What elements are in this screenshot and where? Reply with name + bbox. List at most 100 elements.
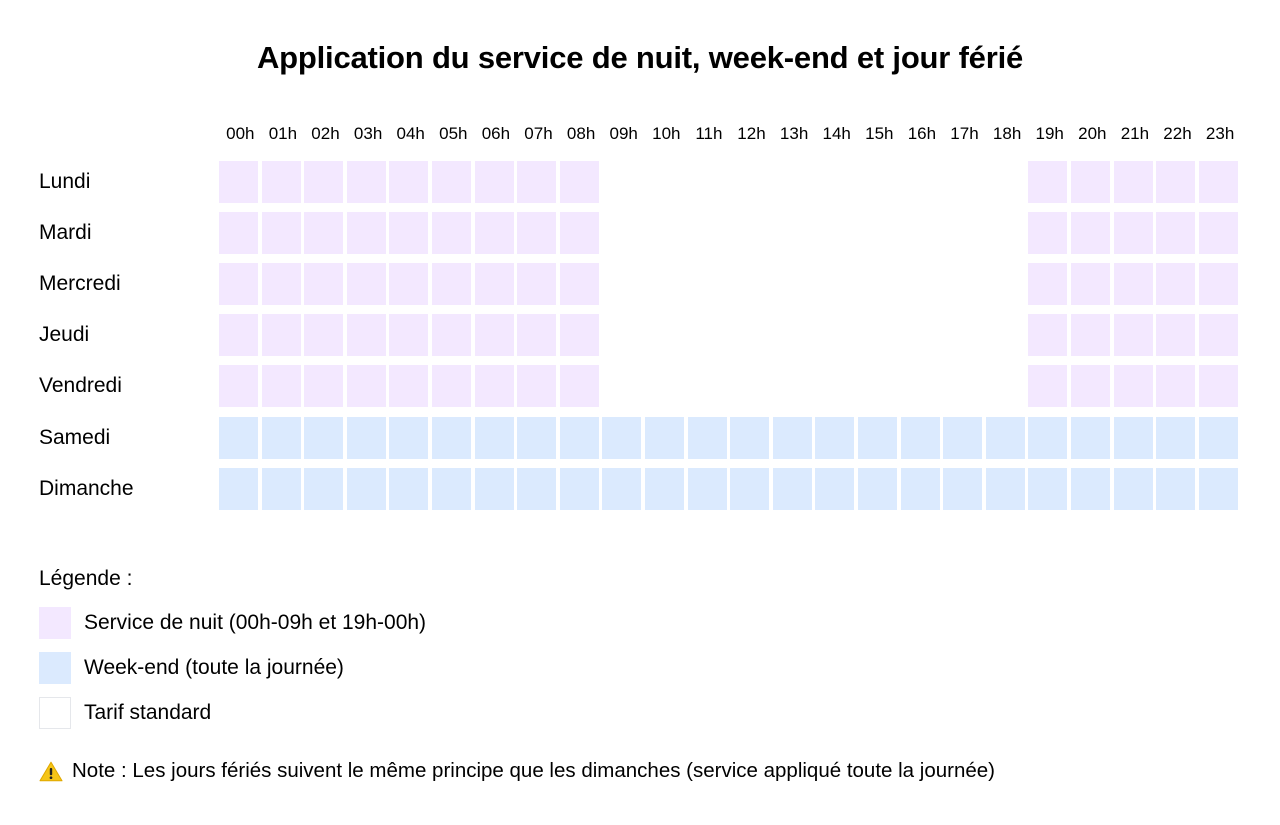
heatmap-cell xyxy=(645,314,684,357)
heatmap-cell xyxy=(858,161,897,203)
heatmap-cell xyxy=(432,365,471,408)
heatmap-cell xyxy=(730,263,770,306)
heatmap-cell xyxy=(1071,365,1110,408)
heatmap-cell xyxy=(432,161,471,203)
heatmap-cell xyxy=(219,212,258,255)
heatmap-cell xyxy=(943,365,983,408)
heatmap-cell xyxy=(261,467,301,510)
heatmap-cell xyxy=(261,263,301,306)
heatmap-cell xyxy=(858,467,897,510)
hour-label: 11h xyxy=(695,124,723,143)
heatmap-cell xyxy=(687,365,727,408)
heatmap-cell xyxy=(772,161,812,203)
heatmap-cell xyxy=(985,416,1025,459)
heatmap-cell xyxy=(559,263,599,306)
hour-label: 09h xyxy=(609,124,638,143)
heatmap-cell xyxy=(474,467,514,510)
hour-label: 04h xyxy=(396,124,425,143)
heatmap-cell xyxy=(389,212,429,255)
heatmap-cell xyxy=(687,314,727,357)
heatmap-cell xyxy=(304,161,344,203)
hour-label: 08h xyxy=(566,124,596,143)
heatmap-cell xyxy=(602,263,642,306)
day-label: Mercredi xyxy=(39,272,121,296)
hour-label: 10h xyxy=(652,124,681,143)
hour-label: 22h xyxy=(1163,124,1192,143)
heatmap-cell xyxy=(474,365,514,408)
heatmap-cell xyxy=(730,314,770,357)
hour-label: 20h xyxy=(1078,124,1107,143)
heatmap-cell xyxy=(346,467,386,510)
hour-label: 16h xyxy=(907,124,937,143)
heatmap-cell xyxy=(517,416,557,459)
note-text: Note : Les jours fériés suivent le même … xyxy=(72,759,995,782)
heatmap-cell xyxy=(304,212,344,255)
day-label: Jeudi xyxy=(39,323,90,347)
heatmap-cell xyxy=(687,161,727,203)
heatmap-cell xyxy=(559,161,599,203)
legend-item-standard: Tarif standard xyxy=(39,697,211,729)
heatmap-cell xyxy=(261,365,301,408)
heatmap-cell xyxy=(645,212,684,255)
heatmap-cell xyxy=(943,467,983,510)
heatmap-cell xyxy=(858,212,897,255)
heatmap-cell xyxy=(772,212,812,255)
heatmap-cell xyxy=(943,212,983,255)
legend-item-night: Service de nuit (00h-09h et 19h-00h) xyxy=(39,607,426,639)
heatmap-cell xyxy=(346,416,386,459)
heatmap-cell xyxy=(772,416,812,459)
heatmap-cell xyxy=(900,263,940,306)
heatmap-cell xyxy=(985,212,1025,255)
heatmap-cell xyxy=(346,212,386,255)
heatmap-cell xyxy=(815,212,855,255)
heatmap-cell xyxy=(1113,365,1153,408)
heatmap-cell xyxy=(1028,365,1068,408)
heatmap-cell xyxy=(730,365,770,408)
heatmap-cell xyxy=(432,467,471,510)
heatmap-cell xyxy=(346,365,386,408)
heatmap-cell xyxy=(346,263,386,306)
heatmap-cell xyxy=(1028,467,1068,510)
hour-label: 06h xyxy=(481,124,511,143)
heatmap-cell xyxy=(1028,416,1068,459)
hour-label: 12h xyxy=(737,124,766,143)
warning-icon xyxy=(39,761,63,781)
legend-item-weekend: Week-end (toute la journée) xyxy=(39,652,344,684)
heatmap-cell xyxy=(559,314,599,357)
hour-label: 17h xyxy=(950,124,979,143)
hour-label: 23h xyxy=(1205,124,1235,143)
heatmap-cell xyxy=(517,212,557,255)
heatmap-cell xyxy=(815,365,855,408)
heatmap-cell xyxy=(858,314,897,357)
heatmap-cell xyxy=(304,263,344,306)
heatmap-cell xyxy=(517,314,557,357)
day-label: Dimanche xyxy=(39,476,134,500)
heatmap-cell xyxy=(815,263,855,306)
hour-label: 03h xyxy=(353,124,383,143)
heatmap-cell xyxy=(1113,161,1153,203)
heatmap-cell xyxy=(219,314,258,357)
heatmap-cell xyxy=(219,416,258,459)
heatmap-cell xyxy=(261,416,301,459)
heatmap-cell xyxy=(474,416,514,459)
heatmap-cell xyxy=(1198,314,1238,357)
heatmap-cell xyxy=(389,263,429,306)
day-label: Samedi xyxy=(39,425,111,449)
heatmap-cell xyxy=(261,314,301,357)
legend-label: Service de nuit (00h-09h et 19h-00h) xyxy=(84,611,427,634)
day-label: Vendredi xyxy=(39,374,122,398)
heatmap-cell xyxy=(602,161,642,203)
hour-label: 07h xyxy=(524,124,553,143)
heatmap-cell xyxy=(559,467,599,510)
heatmap-cell xyxy=(1071,161,1110,203)
heatmap-cell xyxy=(1113,212,1153,255)
heatmap-cell xyxy=(304,314,344,357)
heatmap-cell xyxy=(389,467,429,510)
heatmap-cell xyxy=(474,212,514,255)
heatmap-cell xyxy=(432,314,471,357)
heatmap-cell xyxy=(1198,467,1238,510)
heatmap-cell xyxy=(602,467,642,510)
heatmap-cell xyxy=(602,212,642,255)
heatmap-cell xyxy=(219,161,258,203)
heatmap-cell xyxy=(517,365,557,408)
